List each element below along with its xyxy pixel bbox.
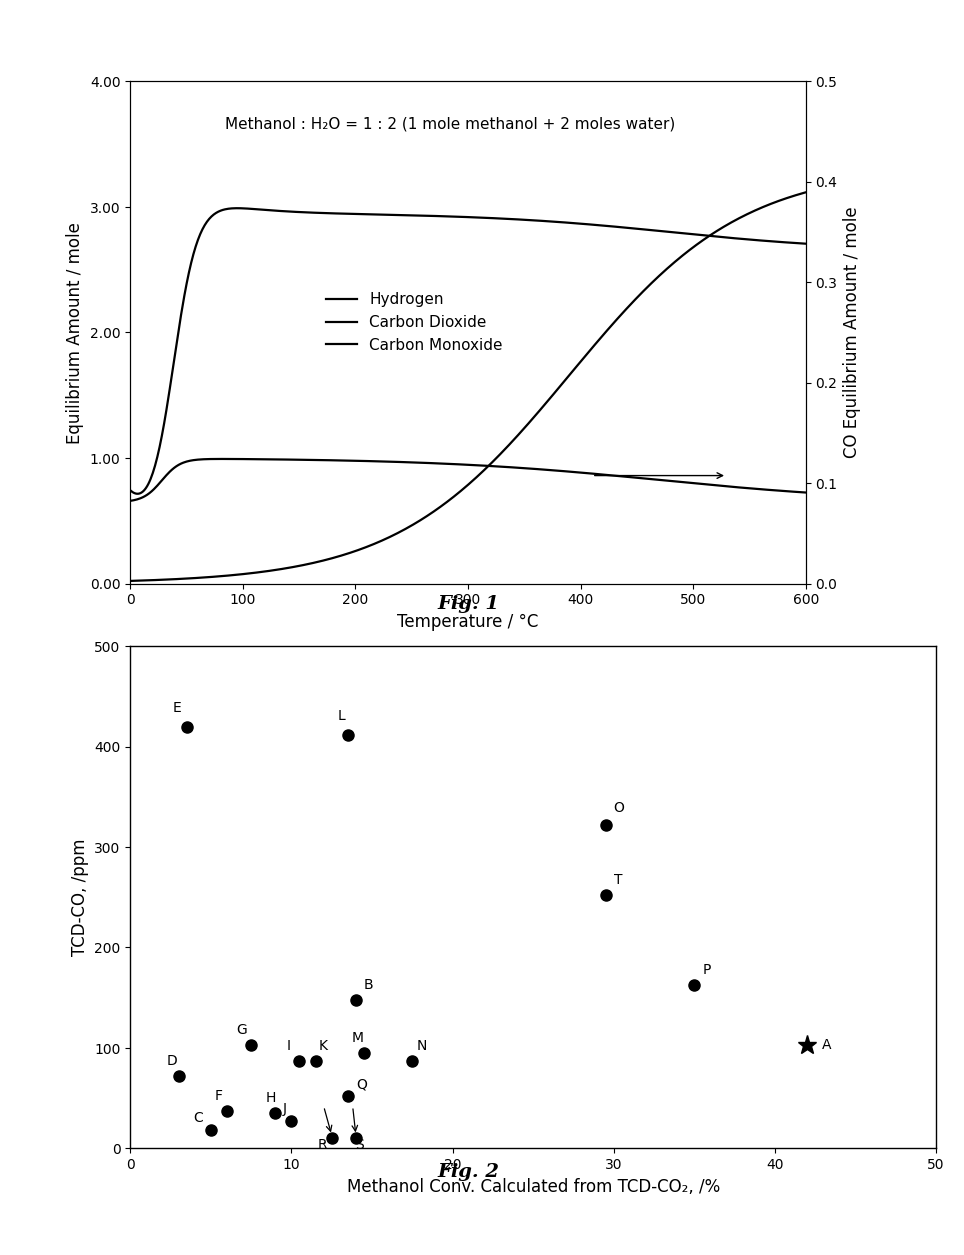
Text: R: R (317, 1138, 327, 1152)
Text: J: J (282, 1102, 286, 1116)
Text: Fig. 2: Fig. 2 (437, 1163, 498, 1181)
Text: Methanol : H₂O = 1 : 2 (1 mole methanol + 2 moles water): Methanol : H₂O = 1 : 2 (1 mole methanol … (225, 117, 675, 132)
Y-axis label: Equilibrium Amount / mole: Equilibrium Amount / mole (67, 222, 84, 443)
Text: A: A (820, 1038, 830, 1052)
Text: L: L (337, 709, 345, 723)
Text: H: H (265, 1091, 276, 1106)
Text: S: S (355, 1138, 363, 1152)
Text: Q: Q (356, 1077, 366, 1091)
Text: O: O (613, 801, 624, 814)
Text: K: K (318, 1039, 328, 1053)
Text: N: N (416, 1039, 427, 1053)
X-axis label: Temperature / °C: Temperature / °C (397, 612, 538, 631)
Y-axis label: TCD-CO, /ppm: TCD-CO, /ppm (70, 838, 89, 956)
Text: B: B (363, 978, 373, 991)
Text: M: M (351, 1030, 363, 1045)
Text: T: T (613, 873, 622, 887)
Text: P: P (702, 963, 710, 976)
Text: Fig. 1: Fig. 1 (437, 595, 498, 612)
Text: I: I (286, 1039, 290, 1053)
Text: D: D (167, 1054, 177, 1068)
Text: G: G (236, 1023, 247, 1037)
Text: E: E (173, 700, 181, 714)
Text: F: F (215, 1089, 223, 1103)
Text: C: C (193, 1111, 202, 1126)
Legend: Hydrogen, Carbon Dioxide, Carbon Monoxide: Hydrogen, Carbon Dioxide, Carbon Monoxid… (320, 286, 508, 359)
Y-axis label: CO Equilibrium Amount / mole: CO Equilibrium Amount / mole (843, 207, 860, 458)
X-axis label: Methanol Conv. Calculated from TCD-CO₂, /%: Methanol Conv. Calculated from TCD-CO₂, … (346, 1177, 719, 1196)
